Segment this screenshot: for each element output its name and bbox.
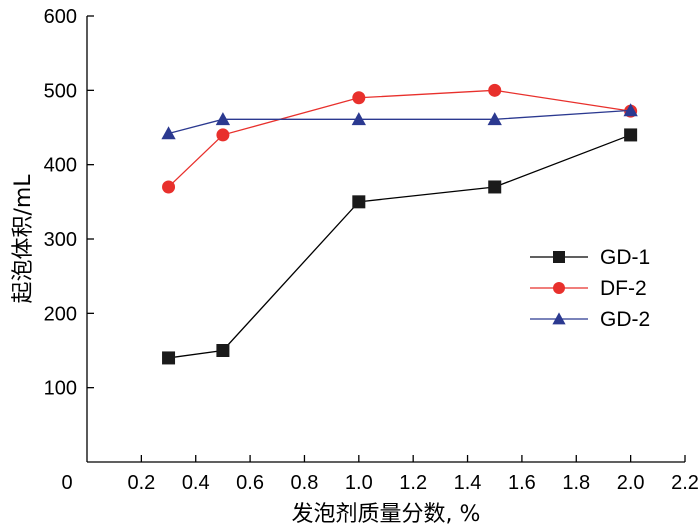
legend-entry-gd-2: GD-2	[530, 308, 650, 331]
data-point-gd-2	[623, 103, 638, 117]
x-tick-label: 0.2	[127, 472, 155, 494]
legend-label: GD-1	[600, 246, 650, 269]
x-tick-label: 0.6	[236, 472, 264, 494]
data-point-gd-1	[216, 344, 230, 357]
data-point-gd-2	[215, 112, 231, 126]
y-tick-label: 500	[44, 80, 77, 102]
legend-entry-gd-1: GD-1	[530, 246, 650, 269]
series-line-gd-1	[168, 134, 631, 359]
x-axis-ticks: 0.2 0.4 0.6 0.8 1.0 1.2 1.4 1.6 1.8 2.0 2.2	[127, 455, 699, 494]
y-tick-label: 600	[44, 6, 77, 28]
y-tick-label: 300	[44, 229, 77, 251]
y-tick-label: 100	[44, 378, 77, 400]
y-tick-label: 400	[44, 155, 77, 177]
data-point-gd-1	[162, 351, 176, 365]
data-point-gd-1	[488, 180, 502, 194]
data-point-gd-2	[161, 126, 176, 140]
data-point-df-2	[352, 91, 366, 105]
data-point-df-2	[488, 83, 502, 97]
x-tick-label: 0.4	[182, 472, 210, 494]
legend-entry-df-2: DF-2	[530, 277, 647, 300]
legend-label: DF-2	[600, 277, 647, 300]
x-tick-label: 2.2	[671, 472, 699, 494]
y-axis-label: 起泡体积/mL	[11, 174, 36, 304]
x-tick-label: 0.8	[291, 472, 319, 494]
x-axis-label: 发泡剂质量分数, %	[292, 502, 481, 527]
x-tick-label: 1.8	[562, 472, 590, 494]
x-tick-label: 1.6	[508, 472, 536, 494]
y-axis-ticks: 100 200 300 400 500 600	[44, 6, 94, 400]
series-df-2	[162, 83, 638, 194]
legend-marker	[553, 251, 565, 263]
x-tick-label: 1.4	[454, 472, 482, 494]
x-tick-label: 1.0	[345, 472, 373, 494]
data-point-gd-2	[487, 112, 502, 126]
legend-marker	[552, 312, 566, 325]
legend-label: GD-2	[600, 308, 650, 331]
y-tick-label: 200	[44, 303, 77, 325]
series-gd-2	[161, 103, 638, 140]
x-tick-label: 2.0	[617, 472, 645, 494]
series-gd-1	[162, 128, 638, 365]
origin-label: 0	[61, 472, 72, 494]
series-line-df-2	[168, 89, 631, 188]
series-line-gd-2	[168, 109, 631, 135]
axes	[86, 16, 685, 463]
data-point-df-2	[216, 128, 230, 142]
legend-marker	[553, 282, 565, 294]
data-point-gd-2	[351, 112, 366, 126]
series-layer	[161, 83, 638, 365]
data-point-gd-1	[352, 195, 366, 209]
x-tick-label: 1.2	[399, 472, 427, 494]
legend: GD-1 DF-2 GD-2	[530, 246, 650, 331]
data-point-df-2	[162, 180, 176, 194]
data-point-gd-1	[624, 128, 638, 142]
